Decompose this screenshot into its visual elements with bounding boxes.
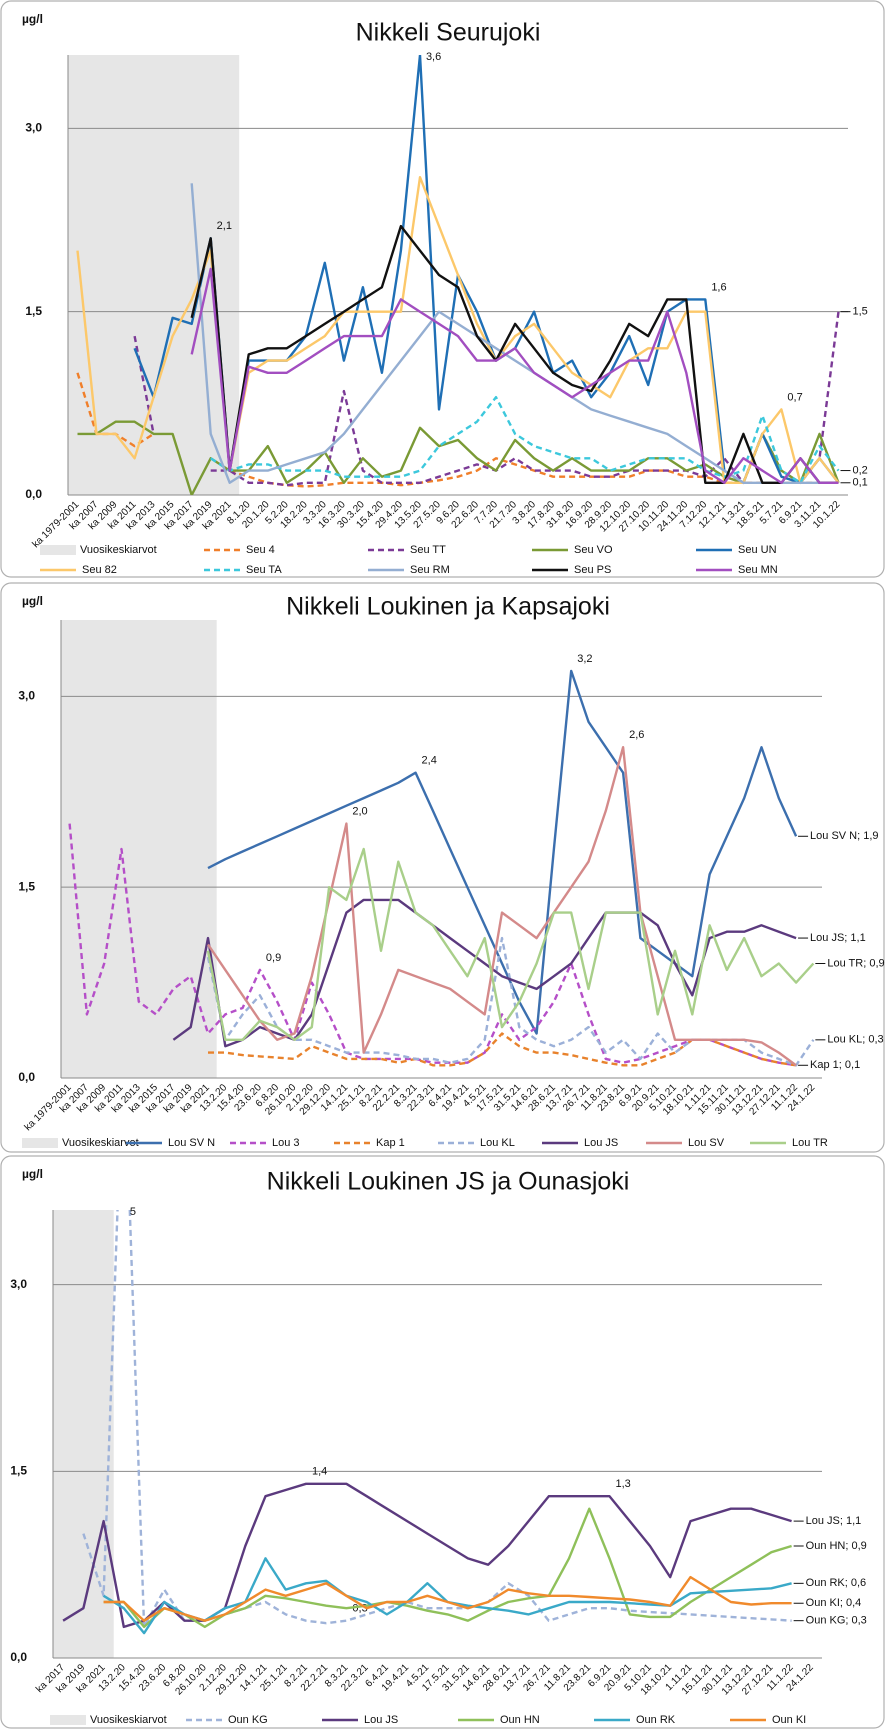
series-line (77, 420, 840, 495)
series-line (206, 847, 815, 1041)
series-line (190, 267, 839, 484)
legend-label: Oun RK (636, 1714, 676, 1726)
y-tick-label: 3,0 (25, 121, 42, 135)
data-label: 1,6 (711, 281, 726, 293)
series-line (133, 335, 155, 435)
chart-title: Nikkeli Loukinen ja Kapsajoki (286, 593, 610, 621)
legend-label: Oun KG (228, 1714, 268, 1726)
legend-label: Oun KI (772, 1714, 806, 1726)
data-label: Kap 1; 0,1 (810, 1059, 860, 1071)
legend-label: Seu TT (410, 544, 446, 556)
series-line (133, 55, 840, 484)
legend-label: Lou JS (584, 1137, 618, 1149)
data-label: 1,4 (312, 1466, 327, 1478)
legend-swatch (50, 1715, 86, 1725)
legend-label: Seu 82 (82, 564, 117, 576)
data-label: 1,5 (852, 306, 867, 318)
series-line (207, 746, 797, 1067)
legend-label: Lou SV (688, 1137, 725, 1149)
legend-label: Lou 3 (272, 1137, 300, 1149)
data-label: Oun KG; 0,3 (806, 1615, 867, 1627)
data-label: 0,9 (266, 952, 281, 964)
data-label: Lou TR; 0,9 (827, 957, 884, 969)
series-line (190, 224, 839, 484)
data-label: 0,7 (787, 391, 802, 403)
data-label: Lou JS; 1,1 (806, 1515, 862, 1527)
data-label: 2,1 (217, 220, 232, 232)
data-label: Lou SV N; 1,9 (810, 830, 879, 842)
panel-frame (0, 582, 885, 1153)
legend-label: Seu MN (738, 564, 778, 576)
legend-label: Seu UN (738, 544, 777, 556)
y-tick-label: 0,0 (18, 1070, 35, 1084)
data-label: Lou JS; 1,1 (810, 932, 866, 944)
data-label: 3,2 (577, 653, 592, 665)
series-line (207, 669, 798, 1035)
data-label: Oun HN; 0,9 (806, 1540, 867, 1552)
legend-label: Seu VO (574, 544, 613, 556)
chart-title: Nikkeli Seurujoki (356, 19, 541, 47)
legend-label: Lou SV N (168, 1137, 215, 1149)
data-label: 2,6 (629, 729, 644, 741)
data-label: 5 (130, 1206, 136, 1218)
legend-label: Lou TR (792, 1137, 828, 1149)
legend-swatch (40, 545, 76, 555)
y-tick-label: 1,5 (18, 879, 35, 893)
legend-label: Vuosikeskiarvot (90, 1714, 167, 1726)
y-tick-label: 3,0 (18, 689, 35, 703)
data-label: 3,6 (426, 51, 441, 63)
legend-label: Seu RM (410, 564, 450, 576)
series-line (103, 1507, 792, 1629)
y-tick-label: 0,0 (10, 1650, 27, 1664)
data-label: 0,1 (852, 477, 867, 489)
y-tick-label: 3,0 (10, 1277, 27, 1291)
series-line (68, 823, 797, 1067)
y-tick-label: 1,5 (25, 304, 42, 318)
y-tick-label: 0,0 (25, 487, 42, 501)
data-label: Oun RK; 0,6 (806, 1577, 867, 1589)
data-label: 2,4 (422, 755, 437, 767)
y-axis-label: µg/l (22, 1167, 43, 1181)
legend-label: Seu 4 (246, 544, 275, 556)
legend-label: Seu TA (246, 564, 282, 576)
legend-label: Kap 1 (376, 1137, 405, 1149)
y-axis-label: µg/l (22, 12, 43, 26)
data-label: Oun KI; 0,4 (806, 1597, 862, 1609)
legend-label: Lou JS (364, 1714, 398, 1726)
panel-frame (0, 1155, 885, 1729)
legend-label: Vuosikeskiarvot (62, 1137, 139, 1149)
chart-panel: Nikkeli Loukinen JS ja Ounasjoki µg/l 0,0 1… (0, 1155, 885, 1729)
series-line (103, 1575, 792, 1622)
data-label: 1,3 (616, 1478, 631, 1490)
y-tick-label: 1,5 (10, 1464, 27, 1478)
series-line (62, 1482, 792, 1629)
data-label: 0,2 (852, 464, 867, 476)
data-label: 2,0 (352, 805, 367, 817)
series-line (172, 898, 797, 1048)
legend-label: Lou KL (480, 1137, 515, 1149)
legend-label: Seu PS (574, 564, 611, 576)
chart-title: Nikkeli Loukinen JS ja Ounasjoki (267, 1168, 630, 1196)
y-axis-label: µg/l (22, 594, 43, 608)
chart-panel: Nikkeli Loukinen ja Kapsajoki µg/l 0,0 1,5 3… (0, 582, 885, 1153)
legend-label: Vuosikeskiarvot (80, 544, 157, 556)
legend-label: Oun HN (500, 1714, 540, 1726)
data-label: Lou KL; 0,3 (827, 1034, 883, 1046)
series-line (210, 396, 840, 484)
legend-swatch (22, 1138, 58, 1148)
